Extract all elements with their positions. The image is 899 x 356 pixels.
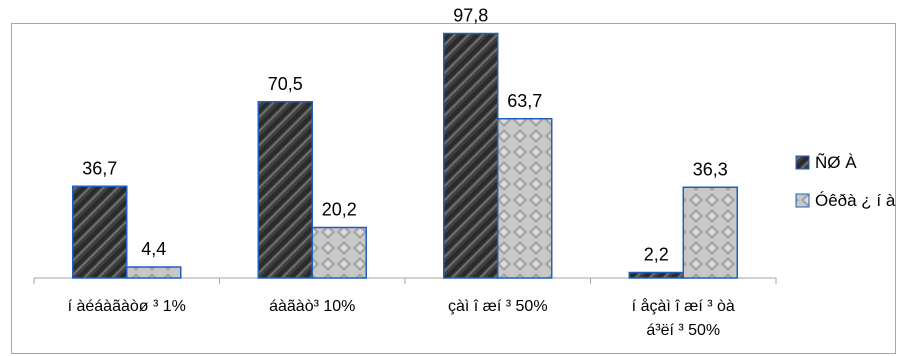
data-label: 20,2 [322,200,357,220]
legend-label: ÑØ À [815,153,857,172]
bar-series-1 [257,101,313,279]
bar-series-1 [443,32,499,279]
category-label: áàãàò³ 10% [269,298,355,315]
data-label: 36,3 [693,159,728,179]
data-label: 4,4 [141,239,166,259]
bar-series-1 [72,185,128,279]
legend-swatch [795,193,810,208]
bar-series-2 [311,226,367,279]
category-label: çàì î æí ³ 50% [448,298,548,315]
legend-swatch [795,155,810,170]
bar-series-1 [628,271,684,279]
data-label: 70,5 [268,74,303,94]
bar-series-2 [126,266,182,279]
category-label: í åçàì î æí ³ òà [632,297,735,315]
data-label: 63,7 [507,91,542,111]
bar-series-2 [682,186,738,279]
legend-label: Óêðà ¿ í à [815,191,896,210]
data-label: 2,2 [644,245,669,265]
category-label: á³ëí ³ 50% [646,322,720,339]
data-label: 97,8 [453,6,488,26]
bar-series-2 [497,118,553,279]
data-label: 36,7 [82,158,117,178]
category-label: í àéáàãàòø ³ 1% [68,298,186,315]
